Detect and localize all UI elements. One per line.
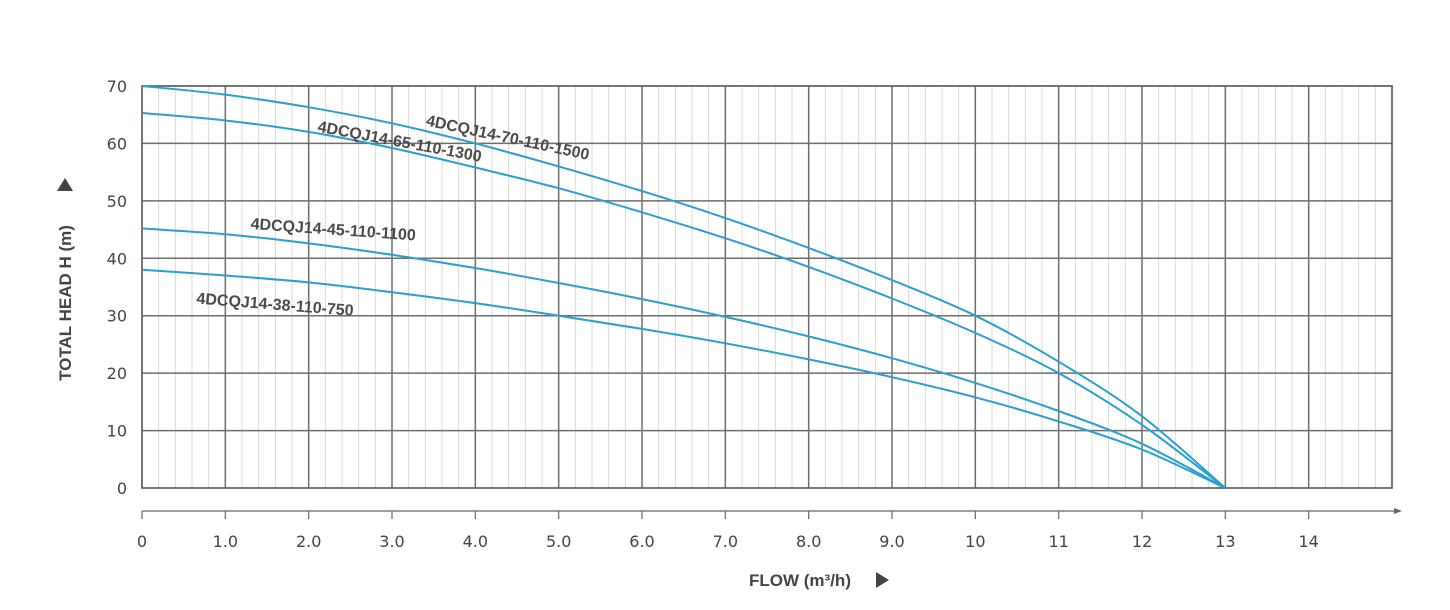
x-tick-label: 11	[1048, 532, 1068, 551]
x-tick-label: 6.0	[629, 532, 654, 551]
x-tick-label: 4.0	[463, 532, 488, 551]
x-tick-label: 3.0	[379, 532, 404, 551]
series-line	[141, 112, 1226, 489]
x-tick-label: 1.0	[213, 532, 238, 551]
major-gridlines	[142, 86, 1392, 488]
x-tick-label: 8.0	[796, 532, 821, 551]
x-tick-label: 12	[1132, 532, 1152, 551]
x-tick-label: 0	[137, 532, 147, 551]
x-axis-line-arrow-icon	[1394, 508, 1402, 514]
y-tick-label: 40	[107, 249, 127, 268]
series-line	[141, 268, 1226, 489]
x-tick-labels: 0 1.0 2.0 3.0 4.0 5.0 6.0 7.0 8.0 9.0 10 11 12 13 14	[137, 532, 1319, 551]
y-tick-label: 0	[117, 479, 127, 498]
x-axis-arrow-icon	[876, 572, 889, 588]
y-tick-label: 20	[107, 364, 127, 383]
y-axis-arrow-icon	[57, 178, 73, 191]
x-tick-label: 13	[1215, 532, 1235, 551]
x-tick-label: 14	[1298, 532, 1318, 551]
x-tick-label: 10	[965, 532, 985, 551]
y-tick-label: 60	[107, 134, 127, 153]
series-line	[141, 227, 1226, 489]
y-tick-label: 70	[107, 77, 127, 96]
series-lines	[141, 85, 1226, 489]
x-axis	[141, 508, 1402, 519]
plot-frame	[141, 85, 1393, 489]
y-tick-label: 30	[107, 307, 127, 326]
y-tick-label: 50	[107, 192, 127, 211]
series-line	[141, 85, 1226, 489]
x-tick-label: 9.0	[879, 532, 904, 551]
x-axis-title: FLOW (m³/h)	[749, 571, 851, 590]
minor-gridlines	[158, 86, 1376, 488]
x-tick-label: 2.0	[296, 532, 321, 551]
x-tick-label: 7.0	[713, 532, 738, 551]
x-tick-label: 5.0	[546, 532, 571, 551]
y-tick-labels: 0 10 20 30 40 50 60 70	[107, 77, 127, 498]
y-tick-label: 10	[107, 422, 127, 441]
y-axis-title: TOTAL HEAD H (m)	[56, 225, 75, 381]
